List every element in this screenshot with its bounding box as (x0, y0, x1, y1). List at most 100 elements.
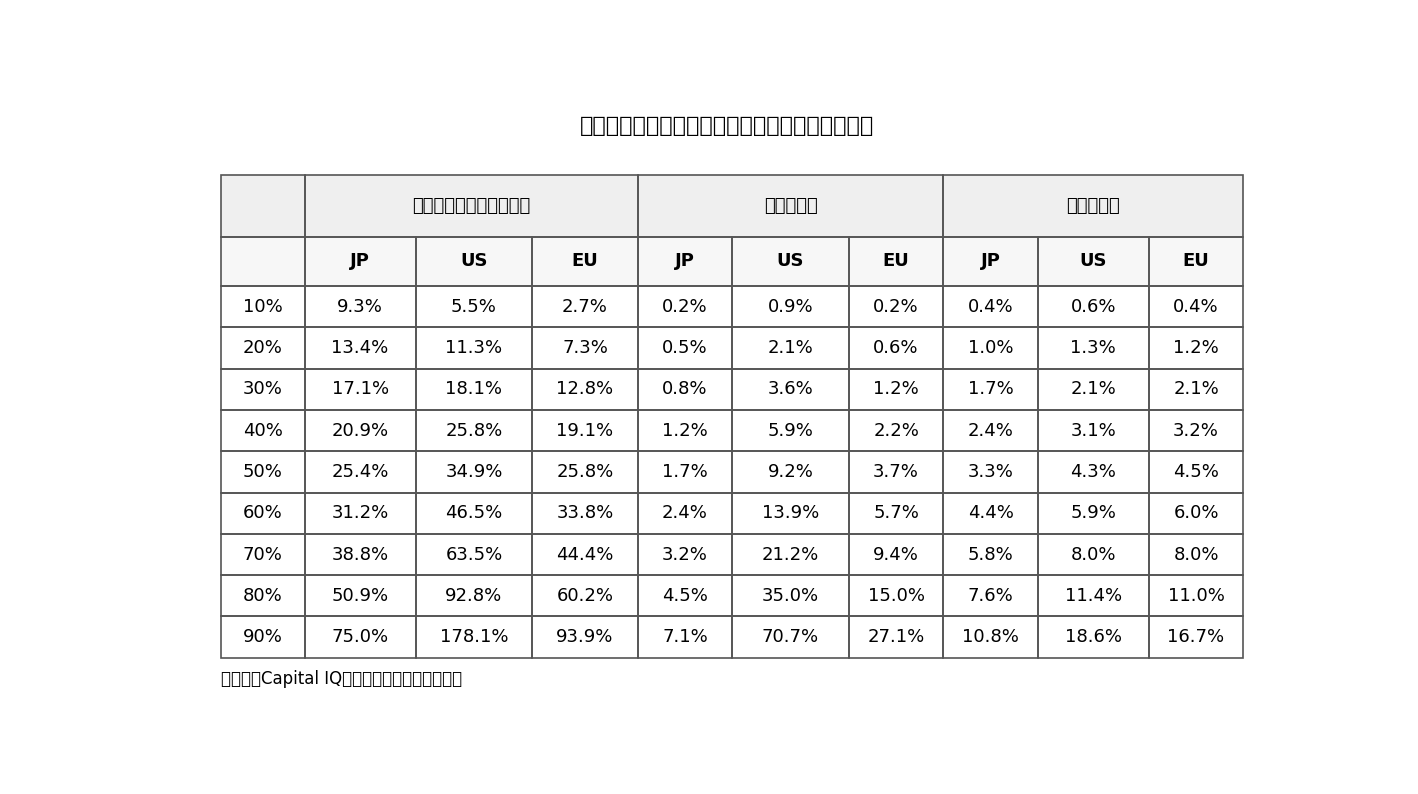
Text: 3.3%: 3.3% (967, 463, 1014, 481)
Bar (415, 286, 532, 327)
Text: 2.1%: 2.1% (1173, 380, 1219, 399)
Bar (732, 327, 849, 368)
Text: （資料）Capital IQのデータをもとに筆者作成: （資料）Capital IQのデータをもとに筆者作成 (221, 670, 462, 688)
Bar (943, 534, 1038, 575)
Bar (1038, 327, 1149, 368)
Bar (1149, 237, 1244, 286)
Bar (732, 237, 849, 286)
Bar (532, 237, 638, 286)
Bar (532, 327, 638, 368)
Bar (221, 175, 305, 237)
Bar (415, 616, 532, 657)
Bar (221, 575, 305, 616)
Bar (943, 175, 1244, 237)
Bar (943, 410, 1038, 451)
Text: 9.4%: 9.4% (873, 545, 919, 564)
Bar (638, 492, 732, 534)
Text: 2.2%: 2.2% (873, 422, 919, 440)
Bar (221, 368, 305, 410)
Bar (305, 451, 415, 492)
Text: 25.8%: 25.8% (445, 422, 502, 440)
Bar (1038, 237, 1149, 286)
Text: 1.0%: 1.0% (967, 339, 1014, 357)
Text: 1.3%: 1.3% (1071, 339, 1116, 357)
Text: 33.8%: 33.8% (556, 504, 614, 522)
Bar (1149, 575, 1244, 616)
Text: 11.4%: 11.4% (1065, 587, 1122, 605)
Bar (532, 410, 638, 451)
Text: 1.2%: 1.2% (1173, 339, 1219, 357)
Text: 5.9%: 5.9% (767, 422, 814, 440)
Bar (1149, 286, 1244, 327)
Bar (305, 237, 415, 286)
Text: 7.1%: 7.1% (662, 628, 708, 646)
Bar (221, 286, 305, 327)
Text: 16.7%: 16.7% (1167, 628, 1225, 646)
Bar (415, 368, 532, 410)
Bar (415, 534, 532, 575)
Text: 5.5%: 5.5% (451, 298, 496, 316)
Text: 3.7%: 3.7% (873, 463, 919, 481)
Bar (305, 575, 415, 616)
Text: 9.3%: 9.3% (337, 298, 383, 316)
Text: 4.5%: 4.5% (662, 587, 708, 605)
Bar (532, 616, 638, 657)
Bar (638, 616, 732, 657)
Text: 93.9%: 93.9% (556, 628, 614, 646)
Text: 1.7%: 1.7% (662, 463, 708, 481)
Text: 70%: 70% (242, 545, 282, 564)
Bar (732, 286, 849, 327)
Text: 92.8%: 92.8% (445, 587, 502, 605)
Text: 40%: 40% (242, 422, 282, 440)
Text: 90%: 90% (242, 628, 282, 646)
Text: 25.4%: 25.4% (332, 463, 389, 481)
Bar (732, 492, 849, 534)
Text: 2.7%: 2.7% (562, 298, 608, 316)
Text: 研究開発費: 研究開発費 (764, 197, 817, 214)
Text: 5.8%: 5.8% (967, 545, 1014, 564)
Text: 3.1%: 3.1% (1071, 422, 1116, 440)
Bar (532, 575, 638, 616)
Text: 0.6%: 0.6% (1071, 298, 1116, 316)
Bar (1038, 286, 1149, 327)
Bar (1149, 534, 1244, 575)
Bar (1149, 451, 1244, 492)
Bar (849, 327, 943, 368)
Bar (638, 327, 732, 368)
Bar (221, 327, 305, 368)
Bar (943, 327, 1038, 368)
Bar (849, 237, 943, 286)
Text: 0.4%: 0.4% (967, 298, 1014, 316)
Bar (849, 237, 943, 286)
Bar (1038, 616, 1149, 657)
Bar (1149, 410, 1244, 451)
Text: 10.8%: 10.8% (961, 628, 1020, 646)
Bar (305, 534, 415, 575)
Bar (638, 451, 732, 492)
Text: 10%: 10% (242, 298, 282, 316)
Text: 9.2%: 9.2% (767, 463, 814, 481)
Text: 18.1%: 18.1% (445, 380, 502, 399)
Text: 0.2%: 0.2% (873, 298, 919, 316)
Bar (221, 616, 305, 657)
Bar (415, 237, 532, 286)
Bar (221, 492, 305, 534)
Text: EU: EU (882, 252, 909, 271)
Text: 178.1%: 178.1% (440, 628, 508, 646)
Bar (305, 286, 415, 327)
Text: 15.0%: 15.0% (868, 587, 925, 605)
Text: 21.2%: 21.2% (761, 545, 820, 564)
Text: 1.7%: 1.7% (967, 380, 1014, 399)
Bar (221, 410, 305, 451)
Bar (305, 368, 415, 410)
Bar (943, 286, 1038, 327)
Bar (638, 410, 732, 451)
Text: US: US (1079, 252, 1107, 271)
Bar (532, 534, 638, 575)
Bar (532, 286, 638, 327)
Bar (732, 410, 849, 451)
Bar (943, 175, 1244, 237)
Bar (221, 534, 305, 575)
Text: 2.1%: 2.1% (767, 339, 814, 357)
Bar (305, 616, 415, 657)
